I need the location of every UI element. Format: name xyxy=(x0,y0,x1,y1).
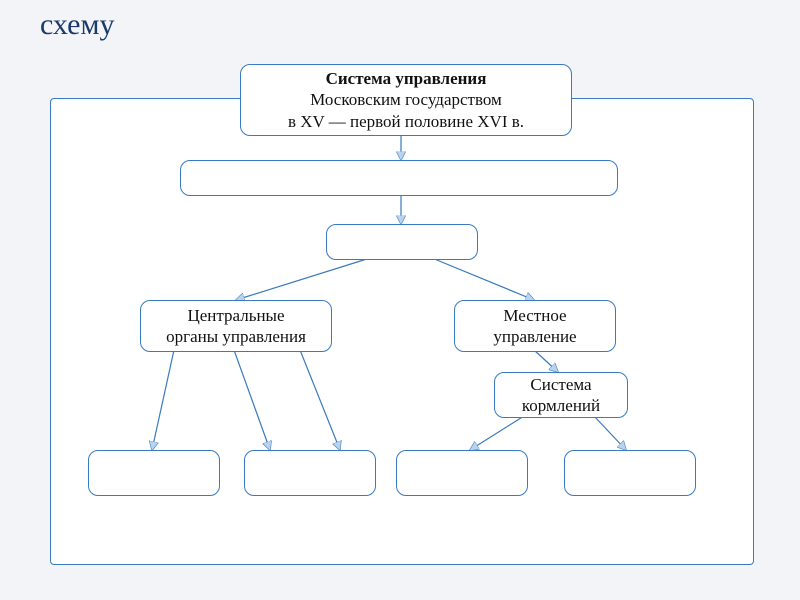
node-root: Система управления Московским государств… xyxy=(240,64,572,136)
node-root-title: Система управления xyxy=(326,68,487,89)
node-local-line2: управление xyxy=(493,326,576,347)
node-kormleniy-line1: Система xyxy=(530,374,591,395)
node-root-line3: в XV — первой половине XVI в. xyxy=(288,111,524,132)
node-local: Местное управление xyxy=(454,300,616,352)
node-leaf-2 xyxy=(244,450,376,496)
node-leaf-3 xyxy=(396,450,528,496)
canvas: схему Система управления Московским госу… xyxy=(0,0,800,600)
node-central: Центральные органы управления xyxy=(140,300,332,352)
node-kormleniy-line2: кормлений xyxy=(522,395,600,416)
node-local-line1: Местное xyxy=(503,305,566,326)
node-central-line2: органы управления xyxy=(166,326,306,347)
node-kormleniy: Система кормлений xyxy=(494,372,628,418)
node-leaf-4 xyxy=(564,450,696,496)
node-root-line2: Московским государством xyxy=(310,89,502,110)
node-leaf-1 xyxy=(88,450,220,496)
node-level2 xyxy=(326,224,478,260)
page-title: схему xyxy=(40,8,114,42)
node-central-line1: Центральные xyxy=(187,305,284,326)
node-level1 xyxy=(180,160,618,196)
